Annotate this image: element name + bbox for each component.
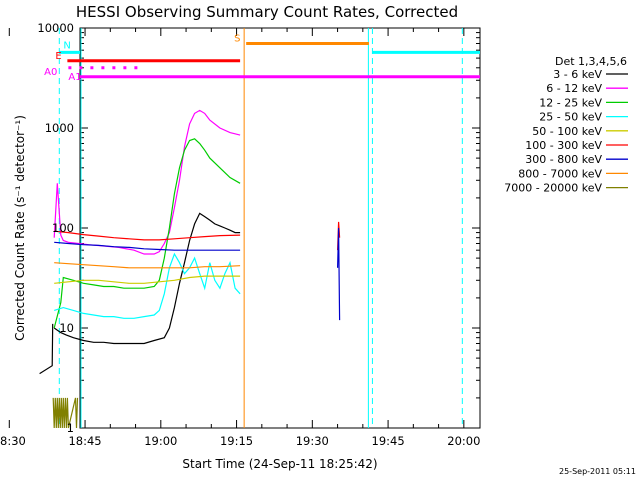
legend-entry-label: 50 - 100 keV (532, 125, 602, 138)
flag-label-n: N (63, 40, 70, 51)
series-line (53, 109, 241, 255)
series-line (54, 262, 241, 269)
legend-entry-label: 12 - 25 keV (539, 96, 602, 109)
legend-entry-label: 3 - 6 keV (553, 68, 602, 81)
series-line (337, 227, 341, 321)
series-line (54, 241, 241, 251)
chart-title: HESSI Observing Summary Count Rates, Cor… (76, 3, 458, 21)
flag-label-e: E (55, 51, 61, 62)
flag-label-a1: A1 (68, 72, 81, 83)
flag-bars: N S E A0 A1 (44, 28, 480, 428)
plot-frame (79, 27, 481, 429)
x-tick-label: 18:30 (0, 434, 26, 448)
y-tick-label: 100 (52, 221, 74, 235)
legend-entry-label: 800 - 7000 keV (518, 167, 602, 180)
series-line (54, 230, 241, 241)
axes (8, 27, 481, 429)
footer-date: 25-Sep-2011 05:11 (559, 467, 636, 476)
series-line (52, 397, 79, 429)
x-tick-label: 19:15 (220, 434, 253, 448)
legend-entry-label: 7000 - 20000 keV (504, 182, 602, 195)
series-line (53, 138, 241, 329)
legend-entry-label: 6 - 12 keV (546, 82, 602, 95)
x-tick-label: 19:30 (296, 434, 329, 448)
flag-label-a0: A0 (44, 67, 57, 78)
x-tick-label: 19:45 (372, 434, 405, 448)
legend-entry-label: 100 - 300 keV (525, 139, 602, 152)
y-axis-label: Corrected Count Rate (s⁻¹ detector⁻¹) (13, 115, 27, 341)
y-tick-label: 10000 (37, 21, 74, 35)
series-line (53, 212, 241, 345)
series-line (39, 323, 54, 375)
x-axis-label: Start Time (24-Sep-11 18:25:42) (182, 457, 377, 471)
x-tick-label: 20:00 (447, 434, 480, 448)
series-line (54, 252, 241, 319)
y-tick-label: 1000 (45, 121, 74, 135)
x-tick-label: 19:00 (144, 434, 177, 448)
y-tick-label: 1 (67, 421, 74, 435)
series-lines (39, 109, 341, 429)
y-tick-label: 10 (59, 321, 74, 335)
legend-title: Det 1,3,4,5,6 (555, 55, 627, 68)
series-line (54, 275, 241, 284)
x-tick-label: 18:45 (68, 434, 101, 448)
legend-entry-label: 25 - 50 keV (539, 111, 602, 124)
tick-labels: 1 10 100 1000 10000 18:30 18:45 19:00 19:15 19:30… (0, 21, 480, 448)
flag-label-s: S (234, 33, 240, 44)
legend-entry-label: 300 - 800 keV (525, 153, 602, 166)
